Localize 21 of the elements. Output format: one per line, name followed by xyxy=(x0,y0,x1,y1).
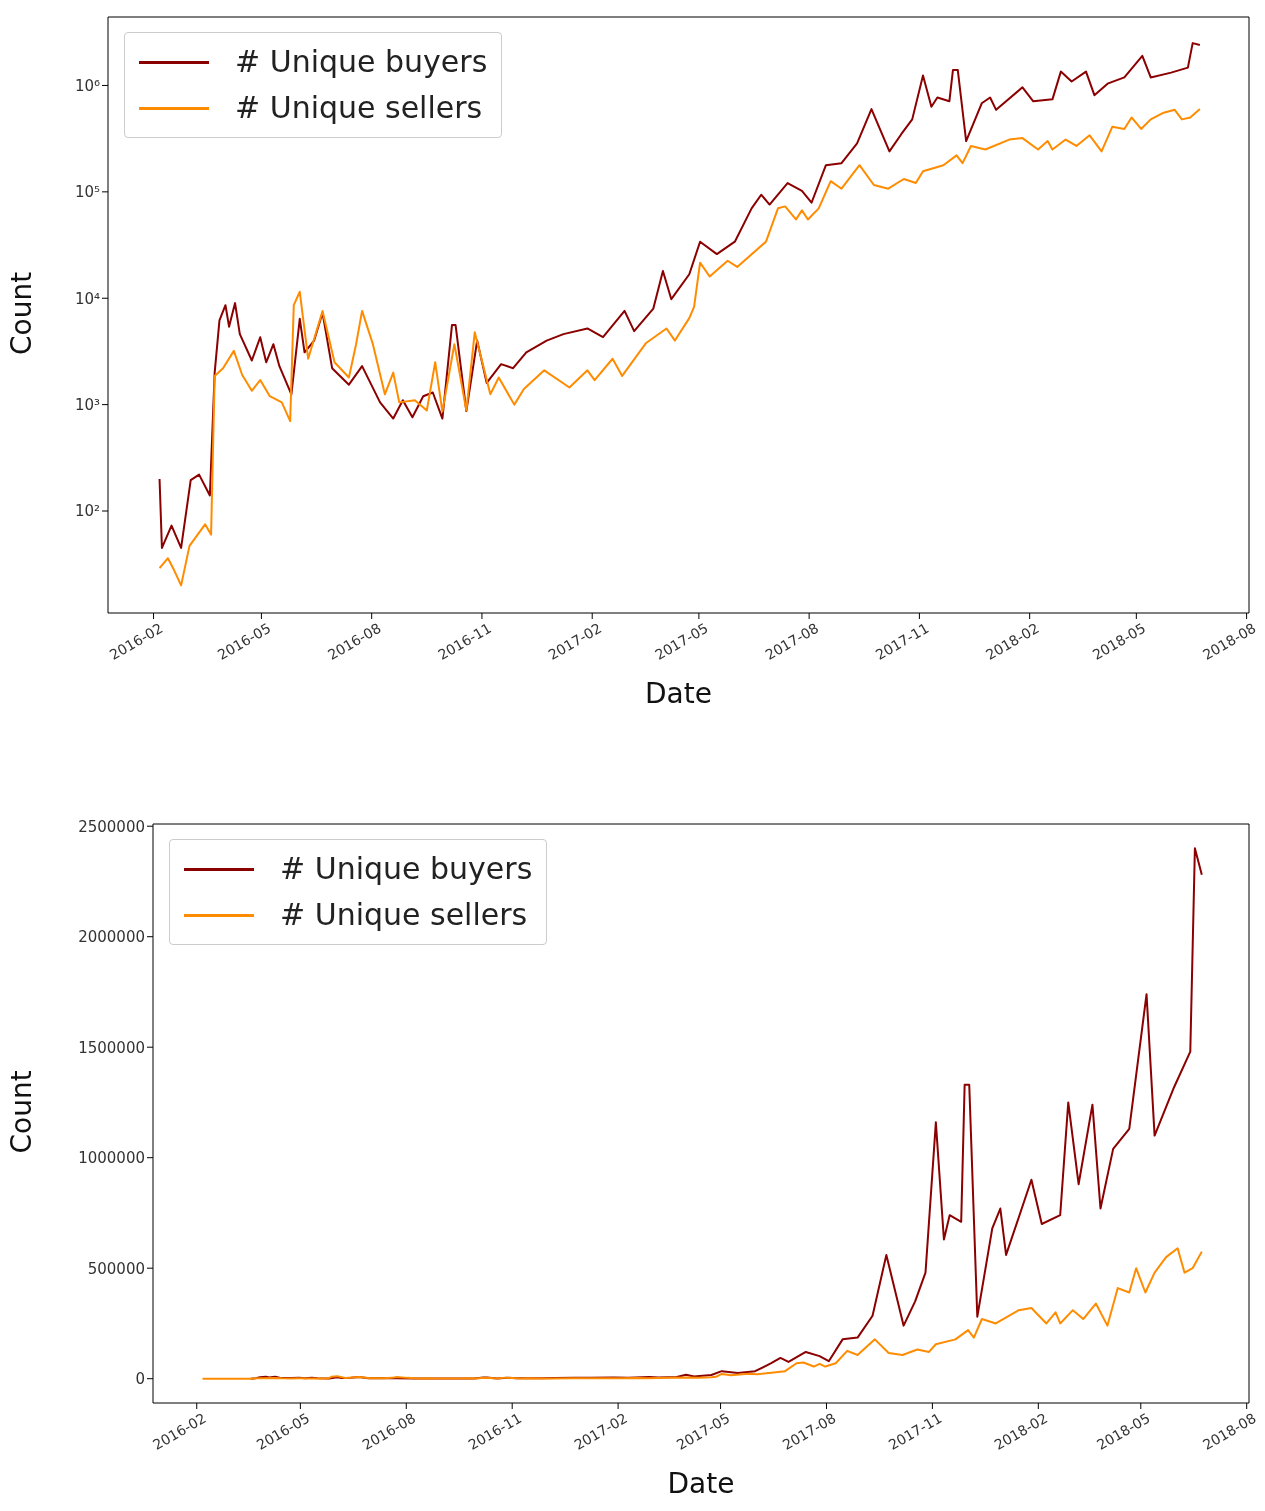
x-axis-title: Date xyxy=(667,1467,735,1500)
y-tick-label: 10² xyxy=(74,502,100,521)
y-axis-title: Count xyxy=(4,1070,38,1154)
legend-label: # Unique sellers xyxy=(280,896,528,934)
y-tick-label: 0 xyxy=(135,1370,145,1389)
line-series xyxy=(158,42,1201,549)
y-tick-label: 1500000 xyxy=(78,1038,145,1057)
y-tick-label: 10³ xyxy=(74,395,100,414)
y-tick-label: 2500000 xyxy=(78,817,145,836)
y-tick-label: 10⁶ xyxy=(74,76,100,95)
legend-label: # Unique buyers xyxy=(235,43,488,81)
y-tick-label: 1000000 xyxy=(78,1149,145,1168)
y-tick-label: 10⁴ xyxy=(74,289,100,308)
y-axis-title: Count xyxy=(4,271,38,355)
x-axis-title: Date xyxy=(645,677,712,710)
y-tick-label: 500000 xyxy=(87,1259,145,1278)
legend-label: # Unique sellers xyxy=(235,89,483,127)
line-series xyxy=(201,1247,1203,1380)
legend-label: # Unique buyers xyxy=(280,850,533,888)
y-tick-label: 10⁵ xyxy=(74,183,100,202)
y-tick-label: 2000000 xyxy=(78,928,145,947)
